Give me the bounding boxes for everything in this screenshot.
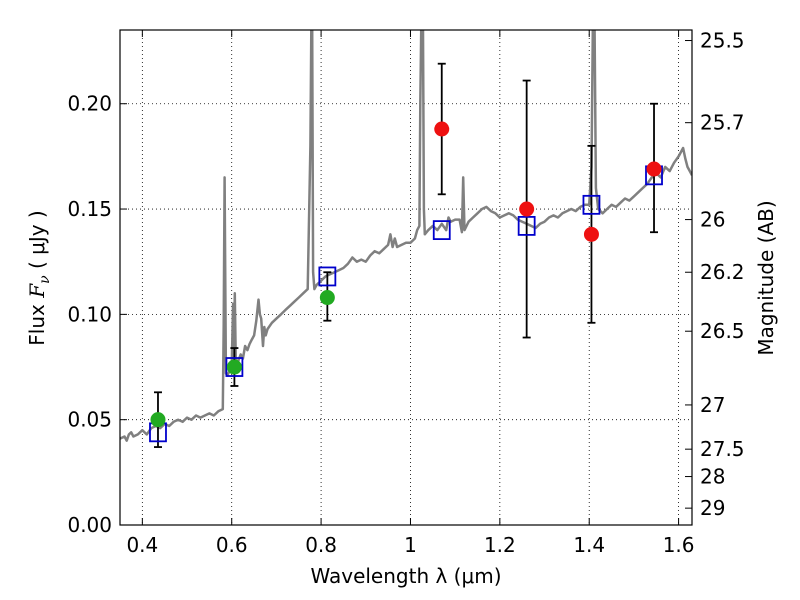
model-photometry-marker	[582, 194, 601, 215]
y-tick-label: 0.15	[67, 197, 112, 221]
model-photometry-marker	[318, 266, 337, 287]
y-tick-label: 0.20	[67, 92, 112, 116]
model-photometry-marker	[225, 357, 244, 377]
x-tick-label: 0.4	[126, 533, 158, 557]
observed-flux-marker	[646, 161, 662, 177]
y-axis-title-prefix: Flux	[25, 298, 49, 346]
y2-tick-label: 29	[700, 496, 725, 520]
plot-series	[120, 30, 692, 448]
y-axis-title-symbol: F	[25, 283, 49, 299]
y2-tick-label: 25.7	[700, 111, 745, 135]
y-tick-label: 0.10	[67, 302, 112, 326]
y-tick-label: 0.00	[67, 513, 112, 537]
x-tick-label: 0.8	[305, 533, 337, 557]
y-axis-title-subscript: ν	[37, 275, 53, 284]
y2-tick-label: 28	[700, 465, 725, 489]
model-photometry-marker	[432, 220, 451, 241]
observed-flux-marker	[319, 290, 335, 306]
observed-flux-marker	[434, 121, 450, 137]
y2-tick-label: 26	[700, 208, 725, 232]
x-tick-label: 1.2	[484, 533, 516, 557]
observed-flux-marker	[519, 201, 535, 217]
x-axis-title: Wavelength λ (μm)	[310, 564, 501, 588]
y-axis-title-suffix: ( μJy )	[25, 210, 49, 275]
y2-tick-label: 27	[700, 393, 725, 417]
observed-flux-marker	[226, 359, 242, 375]
y2-axis-title: Magnitude (AB)	[754, 200, 778, 355]
plot-frame	[119, 29, 693, 526]
x-tick-label: 1.6	[663, 533, 695, 557]
y2-tick-label: 26.2	[700, 260, 745, 284]
x-tick-label: 0.6	[216, 533, 248, 557]
y2-tick-label: 25.5	[700, 29, 745, 53]
model-spectrum-line	[120, 30, 692, 442]
model-photometry-marker	[517, 215, 536, 236]
y2-tick-label: 26.5	[700, 319, 745, 343]
observed-flux-marker	[583, 226, 599, 242]
x-tick-label: 1.4	[573, 533, 605, 557]
axis-ticks: 0.4 0.6 0.8 1 1.2 1.4 1.6 0.00 0.05 0.10 0.15 0.20 2…	[67, 29, 744, 557]
y2-tick-label: 27.5	[700, 437, 745, 461]
y-tick-label: 0.05	[67, 408, 112, 432]
observed-flux-marker	[150, 412, 166, 428]
x-tick-label: 1	[404, 533, 417, 557]
y-axis-title: Flux Fν ( μJy )	[25, 210, 53, 345]
